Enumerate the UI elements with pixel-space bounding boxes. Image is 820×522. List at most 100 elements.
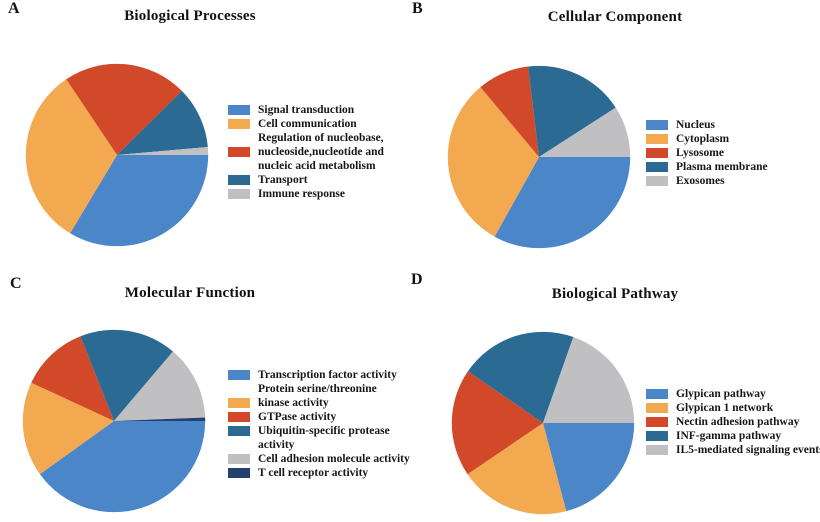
legend-entry: Regulation of nucleobase, nucleoside,nucl… [228, 131, 384, 173]
legend-swatch [228, 370, 250, 380]
panel-letter: C [10, 275, 22, 292]
legend-entry: Cell adhesion molecule activity [228, 452, 410, 466]
pie-svg [25, 63, 209, 247]
legend-entry: T cell receptor activity [228, 466, 410, 480]
legend-entry: GTPase activity [228, 410, 410, 424]
panel-biological-pathway: D Biological Pathway Glypican pathway Gly… [410, 259, 820, 518]
pie-slice [39, 421, 206, 513]
legend-label: IL5-mediated signaling events [676, 444, 820, 456]
panel-cellular-component: B Cellular Component Nucleus Cytoplasm Lys… [410, 0, 820, 259]
legend-swatch [646, 445, 668, 455]
panel-letter: B [412, 0, 423, 17]
legend-swatch [646, 162, 668, 172]
pie-slice [117, 146, 209, 155]
legend-label: Cell adhesion molecule activity [258, 453, 410, 465]
legend-entry: Nectin adhesion pathway [646, 415, 820, 429]
legend-swatch [646, 389, 668, 399]
legend-label: Ubiquitin-specific protease [258, 425, 390, 437]
legend-entry: Signal transduction [228, 103, 384, 117]
panel-letter: A [8, 0, 20, 17]
legend-label: Cell communication [258, 118, 357, 130]
legend-entry: Nucleus [646, 118, 768, 132]
legend-swatch [646, 148, 668, 158]
legend-entry: Transport [228, 173, 384, 187]
legend-label: Signal transduction [258, 104, 355, 116]
legend-label: Glypican pathway [676, 388, 766, 400]
legend-label: Transport [258, 174, 308, 186]
legend-label: GTPase activity [258, 411, 337, 423]
legend-label: activity [258, 439, 295, 451]
pie-slice [543, 337, 635, 423]
pie-slice [528, 65, 616, 157]
legend-entry: IL5-mediated signaling events [646, 443, 820, 457]
pie-slice [494, 157, 631, 249]
pie-slice [31, 336, 114, 421]
legend-label: Immune response [258, 188, 346, 200]
legend-swatch [228, 175, 250, 185]
legend-label: Protein serine/threonine [258, 383, 377, 395]
pie-slice [539, 107, 631, 157]
panel-letter: D [411, 271, 423, 288]
legend-entry: Lysosome [646, 146, 768, 160]
pie-slice [543, 423, 635, 512]
pie-slice [447, 87, 539, 237]
legend-swatch [228, 119, 250, 129]
legend-label: kinase activity [258, 397, 329, 409]
legend-entry: Protein serine/threonine kinase activity [228, 382, 410, 410]
legend-entry: INF-gamma pathway [646, 429, 820, 443]
legend-swatch [228, 189, 250, 199]
pie-slice [66, 63, 182, 155]
legend-entry: Cytoplasm [646, 132, 768, 146]
chart-title: Molecular Function [124, 285, 256, 301]
pie-slice [70, 155, 209, 247]
pie-chart [449, 329, 637, 517]
legend-label: Lysosome [676, 147, 724, 159]
legend-swatch [646, 417, 668, 427]
panel-molecular-function: C Molecular Function Transcription facto… [0, 259, 410, 518]
legend-label: Nectin adhesion pathway [676, 416, 800, 428]
pie-slice [22, 382, 114, 475]
chart-title: Cellular Component [547, 9, 683, 25]
pie-chart [445, 63, 633, 251]
legend-entry: Plasma membrane [646, 160, 768, 174]
legend-swatch [228, 454, 250, 464]
legend-label: INF-gamma pathway [676, 430, 782, 442]
legend-label: Plasma membrane [676, 161, 768, 173]
legend-swatch [646, 403, 668, 413]
chart-legend: Signal transduction Cell communication Reg… [228, 103, 384, 201]
legend-swatch [228, 426, 250, 436]
legend-entry: Ubiquitin-specific protease activity [228, 424, 410, 452]
legend-swatch [228, 412, 250, 422]
chart-legend: Transcription factor activity Protein ser… [228, 368, 410, 480]
pie-slice [114, 417, 206, 421]
legend-swatch [646, 431, 668, 441]
pie-slice [467, 423, 567, 515]
chart-legend: Nucleus Cytoplasm Lysosome Plasma membrane E… [646, 118, 768, 188]
pie-slice [467, 331, 574, 423]
pie-slice [114, 351, 206, 421]
legend-label: Nucleus [676, 119, 715, 131]
legend-swatch [228, 468, 250, 478]
pie-svg [451, 331, 635, 515]
pie-slice [117, 90, 208, 155]
legend-entry: Glypican 1 network [646, 401, 820, 415]
chart-title: Biological Processes [124, 8, 256, 24]
pie-chart [23, 61, 211, 249]
pie-slice [80, 329, 173, 421]
legend-swatch [646, 134, 668, 144]
pie-chart [20, 327, 208, 515]
legend-swatch [646, 176, 668, 186]
legend-entry: Immune response [228, 187, 384, 201]
legend-label: nucleoside,nucleotide and [258, 146, 384, 158]
legend-entry: Transcription factor activity [228, 368, 410, 382]
legend-label: nucleic acid metabolism [258, 160, 376, 172]
chart-legend: Glypican pathway Glypican 1 network Nectin… [646, 387, 820, 457]
legend-label: Glypican 1 network [676, 402, 774, 414]
legend-swatch [646, 120, 668, 130]
pie-svg [22, 329, 206, 513]
legend-label: Exosomes [676, 175, 725, 187]
legend-label: Transcription factor activity [258, 369, 397, 381]
legend-label: T cell receptor activity [258, 467, 369, 479]
pie-slice [451, 371, 543, 475]
